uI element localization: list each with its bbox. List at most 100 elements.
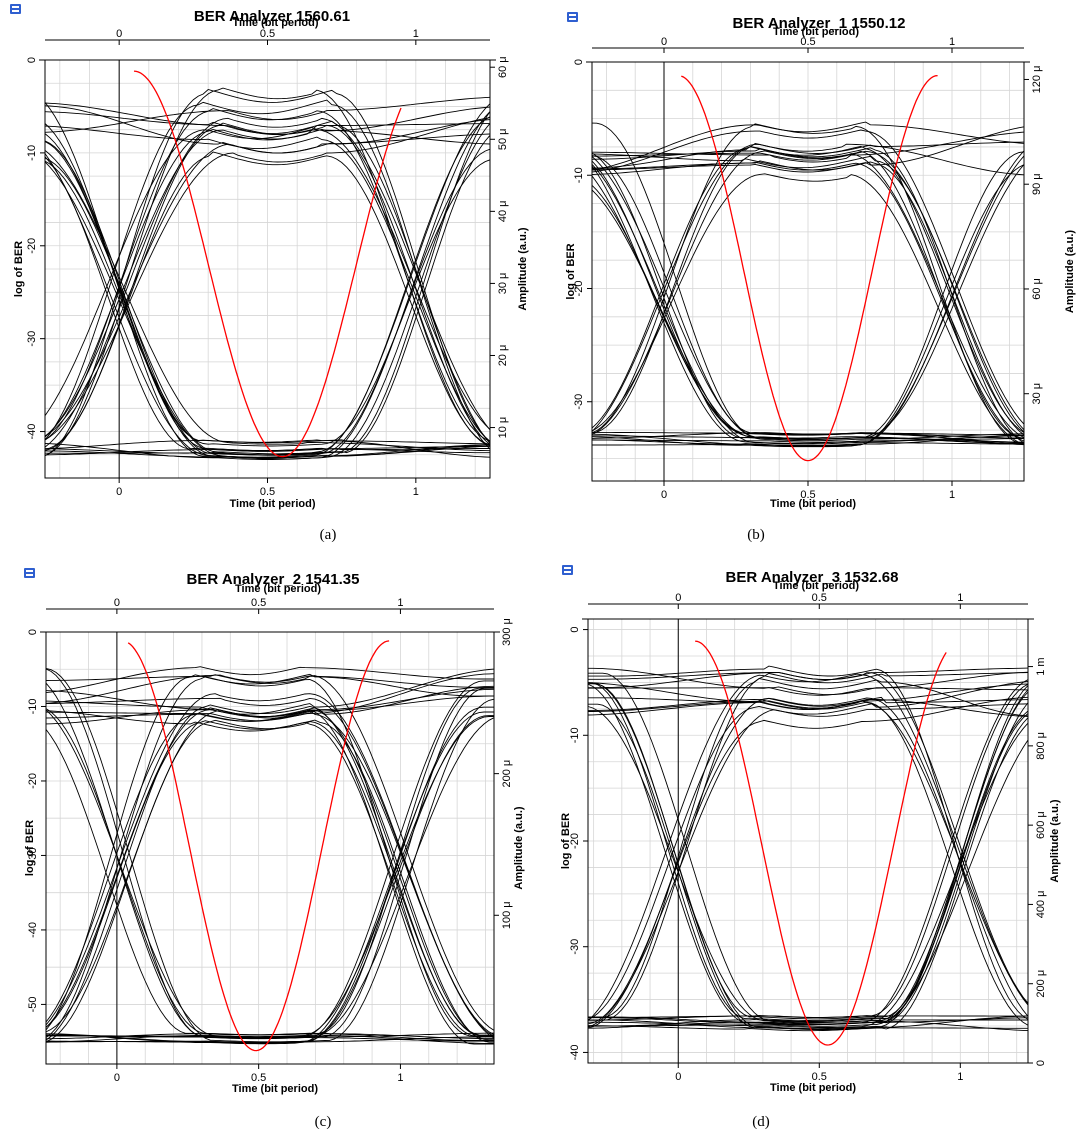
left-tick-label: 0 [569, 627, 581, 633]
right-tick-label: 60 μ [1031, 278, 1043, 300]
eye-trace [588, 672, 1029, 1021]
bottom-tick-label: 1 [397, 1072, 403, 1084]
right-tick-label: 50 μ [497, 128, 509, 150]
right-tick-label: 100 μ [501, 901, 513, 929]
chart-title: BER Analyzer 1560.61 [193, 8, 351, 25]
eye-traces [45, 666, 495, 1045]
eye-trace [45, 695, 494, 1033]
left-tick-label: -10 [27, 699, 39, 715]
eye-trace [588, 665, 1029, 1020]
right-tick-label: 800 μ [1035, 732, 1047, 760]
left-tick-label: -20 [569, 833, 581, 849]
right-tick-label: 0 [1035, 1060, 1047, 1066]
top-tick-label: 1 [413, 28, 419, 40]
eye-trace [587, 680, 1029, 1021]
figure-caption: (d) [752, 1114, 770, 1130]
right-tick-label: 30 μ [1031, 383, 1043, 405]
bottom-axis-label: Time (bit period) [232, 1083, 318, 1095]
top-axis-label: Time (bit period) [773, 26, 859, 38]
right-tick-label: 30 μ [497, 273, 509, 295]
chart-plot-b: 0 0.5 1 Time (bit period) 0 0.5 1 Time (bit per… [565, 26, 1076, 510]
top-tick-label: 0.5 [800, 36, 815, 48]
eye-trace [46, 673, 495, 722]
eye-trace [588, 1015, 1029, 1030]
eye-trace [588, 686, 1029, 696]
eye-trace [45, 674, 495, 1031]
ber-curve [695, 640, 947, 1046]
eye-trace [588, 739, 1029, 1027]
left-axis-label: log of BER [560, 813, 572, 869]
right-axis-label: Amplitude (a.u.) [517, 227, 529, 310]
left-tick-label: -20 [27, 773, 39, 789]
left-axis-label: log of BER [13, 241, 25, 297]
right-tick-label: 1 m [1035, 657, 1047, 675]
right-axis-label: Amplitude (a.u.) [1064, 230, 1076, 313]
eye-trace [587, 697, 1029, 1029]
top-tick-label: 0 [675, 592, 681, 604]
top-tick-label: 0.5 [260, 28, 275, 40]
figure-caption: (b) [747, 527, 765, 543]
ber-curve [127, 640, 390, 1052]
chart-plot-a: 0 0.5 1 Time (bit period) 0 0.5 1 Time (bit per… [13, 17, 529, 510]
left-axis-label: log of BER [565, 243, 577, 299]
right-tick-label: 200 μ [501, 760, 513, 788]
app-icon [10, 4, 21, 14]
left-tick-label: -30 [27, 847, 39, 863]
figure-caption: (c) [314, 1114, 332, 1130]
chart-title: BER Analyzer_2 1541.35 [186, 571, 360, 588]
bottom-tick-label: 0.5 [800, 489, 815, 501]
bottom-tick-label: 0.5 [251, 1072, 266, 1084]
eye-trace [46, 706, 494, 1043]
top-axis-label: Time (bit period) [235, 583, 321, 595]
ber-curve [681, 74, 938, 462]
left-tick-label: -40 [569, 1044, 581, 1060]
top-tick-label: 1 [397, 597, 403, 609]
bottom-tick-label: 1 [949, 489, 955, 501]
eye-trace [45, 1034, 494, 1044]
left-tick-label: -30 [569, 939, 581, 955]
bottom-tick-label: 0 [661, 489, 667, 501]
bottom-tick-label: 0 [114, 1072, 120, 1084]
top-tick-label: 0 [116, 28, 122, 40]
left-tick-label: -50 [27, 996, 39, 1012]
eye-trace [588, 683, 1029, 712]
chart-plot-d: 0 0.5 1 Time (bit period) 0 0.5 1 Time (bit per… [560, 580, 1061, 1094]
bottom-tick-label: 0.5 [812, 1071, 827, 1083]
left-tick-label: -10 [26, 145, 38, 161]
left-tick-label: 0 [573, 59, 585, 65]
right-tick-label: 90 μ [1031, 173, 1043, 195]
left-tick-label: -20 [573, 281, 585, 297]
top-tick-label: 0 [114, 597, 120, 609]
top-tick-label: 0 [661, 36, 667, 48]
eye-trace [588, 717, 1029, 1032]
eye-trace [45, 709, 495, 1038]
eye-trace [45, 690, 494, 1041]
bottom-tick-label: 1 [957, 1071, 963, 1083]
bottom-axis-label: Time (bit period) [770, 1082, 856, 1094]
eye-trace [588, 697, 1029, 1026]
bottom-tick-label: 0 [116, 486, 122, 498]
right-tick-label: 400 μ [1035, 891, 1047, 919]
left-tick-label: -40 [27, 922, 39, 938]
eye-trace [588, 1018, 1028, 1029]
ber-curve [133, 70, 402, 458]
chart-title: BER Analyzer_1 1550.12 [732, 15, 906, 32]
top-axis-label: Time (bit period) [233, 17, 319, 29]
right-tick-label: 60 μ [497, 56, 509, 78]
left-tick-label: -40 [26, 424, 38, 440]
eye-trace [45, 673, 494, 1031]
top-tick-label: 0.5 [251, 597, 266, 609]
left-tick-label: -30 [573, 394, 585, 410]
top-tick-label: 1 [949, 36, 955, 48]
eye-trace [588, 667, 1029, 689]
right-tick-label: 10 μ [497, 417, 509, 439]
bottom-axis-label: Time (bit period) [230, 498, 316, 510]
eye-trace [45, 719, 494, 1043]
bottom-tick-label: 0 [675, 1071, 681, 1083]
left-tick-label: 0 [27, 629, 39, 635]
chart-panel-a: BER Analyzer 1560.61 0 0.5 1 Time (bit peri… [0, 0, 540, 550]
top-tick-label: 0.5 [812, 592, 827, 604]
right-tick-label: 200 μ [1035, 970, 1047, 998]
chart-title: BER Analyzer_3 1532.68 [725, 569, 899, 586]
figure-caption: (a) [319, 527, 337, 543]
